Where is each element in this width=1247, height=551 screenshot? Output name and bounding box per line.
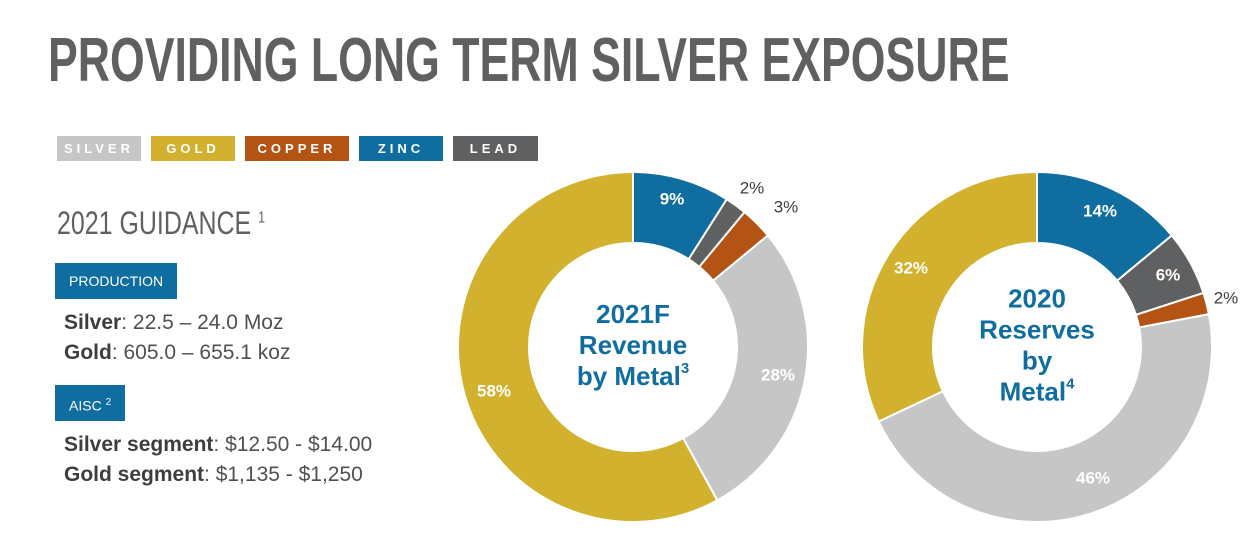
aisc-tag: AISC 2: [55, 385, 126, 421]
silver-label: Silver: [64, 311, 122, 334]
silver-value: : 22.5 – 24.0 Moz: [121, 311, 284, 334]
legend-item-gold: GOLD: [151, 136, 235, 161]
legend-label-silver: SILVER: [64, 141, 134, 156]
legend-item-silver: SILVER: [57, 136, 141, 161]
legend-item-zinc: ZINC: [359, 136, 443, 161]
center-label-line: Revenue: [579, 330, 687, 360]
gold-label: Gold: [64, 341, 112, 364]
data-label-zinc: 14%: [1083, 201, 1117, 220]
silver-production-line: Silver: 22.5 – 24.0 Moz: [64, 311, 284, 335]
gold-segment-label: Gold segment: [64, 463, 205, 486]
page-title: PROVIDING LONG TERM SILVER EXPOSURE: [48, 26, 1010, 95]
guidance-title: 2021 GUIDANCE: [57, 205, 252, 241]
legend-item-copper: COPPER: [245, 136, 349, 161]
gold-segment-line: Gold segment: $1,135 - $1,250: [64, 463, 363, 487]
center-label-line: Reserves: [979, 314, 1095, 344]
gold-value: : 605.0 – 655.1 koz: [111, 341, 291, 364]
data-label-lead: 2%: [740, 178, 765, 197]
data-label-lead: 6%: [1156, 265, 1181, 284]
legend-label-lead: LEAD: [469, 141, 522, 156]
silver-segment-label: Silver segment: [64, 433, 214, 456]
data-label-zinc: 9%: [660, 189, 685, 208]
slice-gold: [457, 170, 719, 523]
center-label-line: by: [1022, 345, 1053, 375]
production-label: PRODUCTION: [69, 273, 164, 289]
production-tag: PRODUCTION: [55, 263, 178, 299]
legend-label-copper: COPPER: [257, 141, 337, 156]
gold-production-line: Gold: 605.0 – 655.1 koz: [64, 341, 290, 365]
data-label-copper: 3%: [774, 197, 799, 216]
slice-silver: [681, 234, 809, 502]
data-label-silver: 46%: [1076, 468, 1110, 487]
guidance-heading: 2021 GUIDANCE 1: [57, 205, 265, 242]
legend-label-zinc: ZINC: [377, 141, 425, 156]
center-label-line: by Metal3: [577, 360, 689, 391]
silver-segment-line: Silver segment: $12.50 - $14.00: [64, 433, 372, 457]
gold-segment-value: : $1,135 - $1,250: [204, 463, 363, 486]
legend-item-lead: LEAD: [453, 136, 538, 161]
silver-segment-value: : $12.50 - $14.00: [213, 433, 373, 456]
center-label-line: 2020: [1008, 283, 1066, 313]
slice-silver: [877, 313, 1213, 523]
guidance-footnote: 1: [258, 209, 266, 227]
aisc-label: AISC: [69, 397, 102, 414]
aisc-footnote: 2: [105, 397, 112, 408]
center-label-line: Metal4: [1000, 375, 1075, 406]
center-label-line: 2021F: [596, 299, 670, 329]
slice-gold: [861, 170, 1038, 423]
data-label-gold: 32%: [894, 258, 928, 277]
data-label-gold: 58%: [477, 381, 511, 400]
data-label-copper: 2%: [1214, 288, 1239, 307]
data-label-silver: 28%: [761, 365, 795, 384]
legend-label-gold: GOLD: [166, 141, 220, 156]
